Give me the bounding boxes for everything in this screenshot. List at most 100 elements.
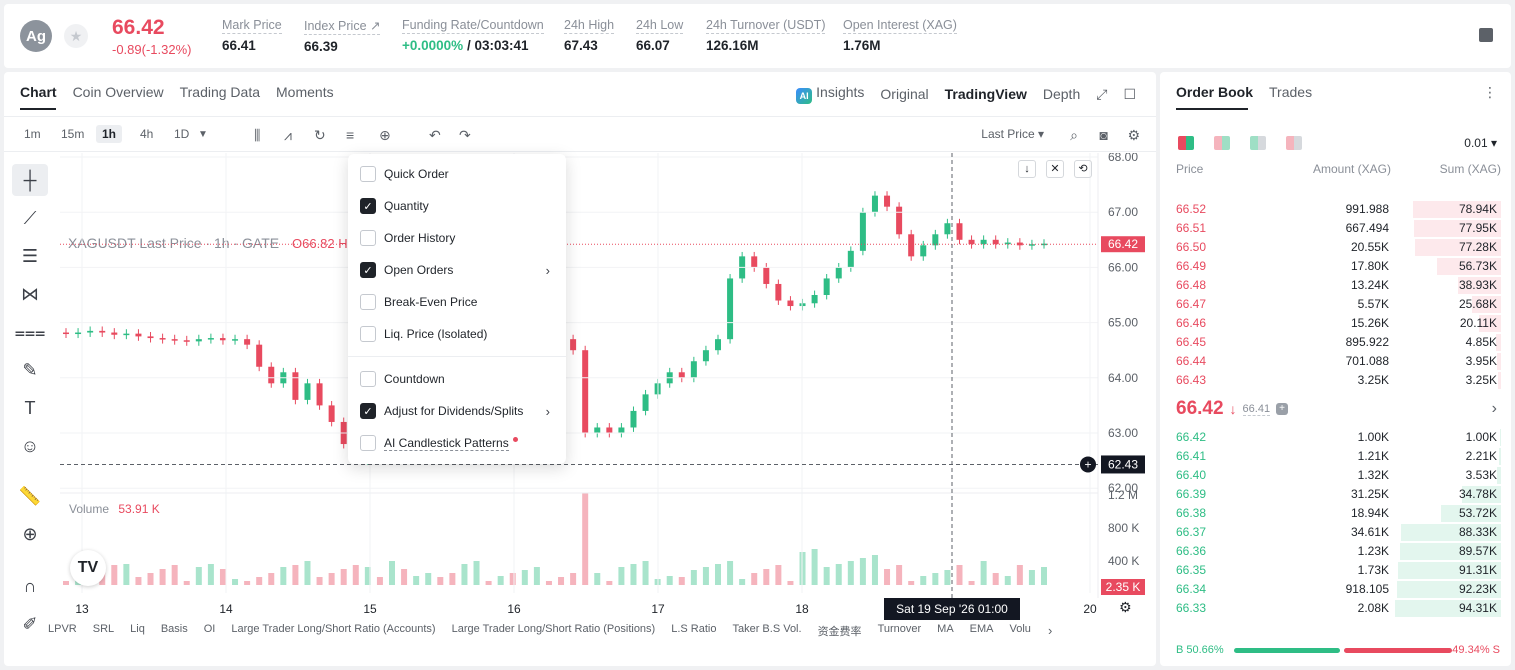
interval-1h[interactable]: 1h — [96, 125, 123, 143]
more-icon[interactable]: ⋮ — [1483, 84, 1497, 100]
pen-lock-icon[interactable]: ✐ — [22, 613, 38, 634]
tab-trading-data[interactable]: Trading Data — [179, 84, 261, 100]
brush-icon[interactable]: ✎ — [22, 359, 38, 380]
fib-icon[interactable]: ⩶ — [14, 321, 46, 342]
interval-4h[interactable]: 4h — [140, 127, 154, 141]
checkbox-icon[interactable] — [360, 435, 376, 451]
tab-depth[interactable]: Depth — [1042, 86, 1081, 102]
asks-view-icon[interactable] — [1250, 136, 1266, 150]
tab-insights[interactable]: AI Insights — [796, 84, 864, 104]
crosshair-icon[interactable]: ┼ — [12, 164, 48, 196]
indicator-tab[interactable]: SRL — [92, 623, 115, 635]
magnet-icon[interactable]: ∩ — [23, 575, 37, 596]
settings-plus-icon[interactable]: ⊕ — [379, 127, 391, 143]
chevron-right-icon[interactable]: › — [1491, 400, 1497, 417]
ask-row[interactable]: 66.43 3.25K 3.25K — [1160, 371, 1511, 390]
indicator-tab[interactable]: 资金费率 — [817, 626, 862, 638]
indicator-tab[interactable]: Basis — [160, 623, 188, 635]
checkbox-checked-icon[interactable]: ✓ — [360, 403, 376, 419]
menu-item[interactable]: AI Candlestick Patterns — [360, 433, 554, 453]
menu-item[interactable]: ✓ Quantity — [360, 196, 554, 216]
indicator-tab[interactable]: Large Trader Long/Short Ratio (Positions… — [451, 623, 656, 635]
stat-label[interactable]: Mark Price — [222, 18, 282, 34]
indicator-tab[interactable]: Liq — [130, 623, 145, 635]
checkbox-icon[interactable] — [360, 294, 376, 310]
indicator-tab[interactable]: LPVR — [48, 623, 77, 635]
price-type-select[interactable]: Last Price ▾ — [981, 127, 1044, 141]
interval-1m[interactable]: 1m — [24, 127, 41, 141]
indicator-tab[interactable]: Turnover — [877, 623, 922, 635]
checkbox-checked-icon[interactable]: ✓ — [360, 262, 376, 278]
ask-row[interactable]: 66.44 701.088 3.95K — [1160, 352, 1511, 371]
search-icon[interactable]: ⌕ — [1070, 127, 1078, 143]
stat-label[interactable]: Funding Rate/Countdown — [402, 18, 544, 34]
tab-moments[interactable]: Moments — [276, 84, 334, 100]
both-view-icon[interactable] — [1178, 136, 1194, 150]
stat-label[interactable]: Index Price ↗ — [304, 19, 381, 35]
checkbox-icon[interactable] — [360, 230, 376, 246]
bid-row[interactable]: 66.38 18.94K 53.72K — [1160, 504, 1511, 523]
ask-row[interactable]: 66.46 15.26K 20.11K — [1160, 314, 1511, 333]
menu-item[interactable]: Liq. Price (Isolated) — [360, 324, 554, 344]
bid-row[interactable]: 66.41 1.21K 2.21K — [1160, 447, 1511, 466]
bid-row[interactable]: 66.42 1.00K 1.00K — [1160, 428, 1511, 447]
emoji-icon[interactable]: ☺ — [20, 435, 40, 456]
gear-icon[interactable]: ⚙ — [1127, 127, 1140, 143]
ask-row[interactable]: 66.48 13.24K 38.93K — [1160, 276, 1511, 295]
menu-item[interactable]: Quick Order — [360, 164, 554, 184]
checkbox-icon[interactable] — [360, 326, 376, 342]
ask-row[interactable]: 66.50 20.55K 77.28K — [1160, 238, 1511, 257]
bids-view-icon[interactable] — [1214, 136, 1230, 150]
checkbox-icon[interactable] — [360, 371, 376, 387]
menu-item[interactable]: Break-Even Price — [360, 292, 554, 312]
indicator-tab[interactable]: OI — [203, 623, 216, 635]
text-icon[interactable]: T — [24, 397, 36, 418]
fullscreen-icon[interactable]: ⤢ — [1096, 85, 1108, 102]
window-icon[interactable]: ☐ — [1123, 85, 1136, 102]
template-icon[interactable]: ≡ — [346, 127, 355, 143]
axis-settings-icon[interactable]: ⚙ — [1119, 599, 1132, 615]
checkbox-icon[interactable] — [360, 166, 376, 182]
indicator-tab[interactable]: Large Trader Long/Short Ratio (Accounts) — [231, 623, 436, 635]
interval-dropdown-icon[interactable]: ▼ — [198, 129, 208, 140]
undo-icon[interactable]: ↶ — [429, 127, 441, 143]
bid-row[interactable]: 66.33 2.08K 94.31K — [1160, 599, 1511, 618]
guide-book-icon[interactable] — [1479, 28, 1493, 42]
interval-15m[interactable]: 15m — [61, 127, 85, 141]
indicator-scroll-icon[interactable]: › — [1048, 623, 1053, 638]
ask-row[interactable]: 66.45 895.922 4.85K — [1160, 333, 1511, 352]
trendline-icon[interactable]: ⟋ — [23, 207, 37, 228]
indicator-tab[interactable]: EMA — [969, 623, 994, 635]
tab-original[interactable]: Original — [880, 86, 929, 102]
menu-item[interactable]: ✓ Adjust for Dividends/Splits › — [360, 401, 554, 421]
ruler-icon[interactable]: 📏 — [18, 485, 42, 506]
info-plus-icon[interactable]: + — [1276, 403, 1289, 415]
indicator-tab[interactable]: Volu — [1009, 623, 1031, 635]
camera-icon[interactable]: ◙ — [1099, 127, 1108, 143]
zoom-icon[interactable]: ⊕ — [22, 523, 38, 544]
bid-row[interactable]: 66.39 31.25K 34.78K — [1160, 485, 1511, 504]
horizontal-lines-icon[interactable]: ☰ — [21, 245, 39, 266]
bid-row[interactable]: 66.34 918.105 92.23K — [1160, 580, 1511, 599]
tab-chart[interactable]: Chart — [20, 84, 57, 100]
price-chart[interactable]: XAGUSDT Last Price · 1h · GATE O66.82 H … — [4, 153, 1156, 670]
ask-row[interactable]: 66.51 667.494 77.95K — [1160, 219, 1511, 238]
candle-type-icon[interactable]: ⫼ — [254, 127, 261, 143]
menu-item[interactable]: ✓ Open Orders › — [360, 260, 554, 280]
bid-row[interactable]: 66.36 1.23K 89.57K — [1160, 542, 1511, 561]
ask-row[interactable]: 66.47 5.57K 25.68K — [1160, 295, 1511, 314]
tab-order-book[interactable]: Order Book — [1176, 84, 1254, 100]
sells-view-icon[interactable] — [1286, 136, 1302, 150]
interval-1d[interactable]: 1D — [174, 127, 190, 141]
menu-item[interactable]: Order History — [360, 228, 554, 248]
compare-icon[interactable]: ↻ — [314, 127, 326, 143]
indicator-tab[interactable]: Taker B.S Vol. — [732, 623, 802, 635]
tab-coin-overview[interactable]: Coin Overview — [72, 84, 164, 100]
bid-row[interactable]: 66.35 1.73K 91.31K — [1160, 561, 1511, 580]
indicator-tab[interactable]: L.S Ratio — [671, 623, 717, 635]
scroll-down-icon[interactable]: ↓ — [1018, 160, 1036, 178]
precision-select[interactable]: 0.01 ▾ — [1464, 136, 1497, 150]
ask-row[interactable]: 66.49 17.80K 56.73K — [1160, 257, 1511, 276]
favorite-star-icon[interactable]: ★ — [64, 24, 88, 48]
tab-tradingview[interactable]: TradingView — [944, 86, 1027, 102]
